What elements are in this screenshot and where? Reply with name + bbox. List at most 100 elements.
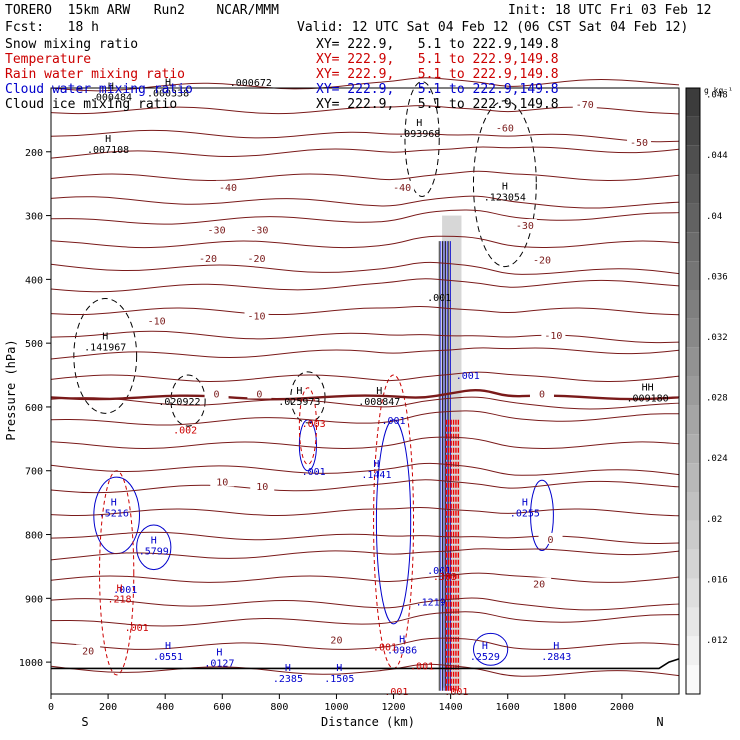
extremum-value: .5216 — [99, 508, 129, 519]
mixing-ratio-contour — [136, 524, 172, 571]
extremum-value: .000484 — [90, 92, 132, 103]
colorbar-swatch — [686, 88, 700, 117]
label-backdrop — [512, 219, 537, 231]
temperature-contour — [50, 170, 680, 182]
init-time: Init: 18 UTC Fri 03 Feb 12 — [508, 3, 712, 18]
extremum-value: .001 — [381, 416, 405, 427]
extremum-marker: H — [336, 663, 342, 674]
extremum-value: .2385 — [273, 674, 303, 685]
colorbar-tick-label: .028 — [706, 394, 728, 404]
colorbar-swatch — [686, 145, 700, 175]
colorbar-swatch — [686, 434, 700, 464]
extremum-value: .001 — [373, 642, 397, 653]
plot-frame — [50, 87, 680, 695]
extremum-marker: H — [102, 332, 108, 343]
extremum-value: .123054 — [484, 193, 526, 204]
temperature-contour — [50, 146, 680, 159]
temperature-contour — [50, 663, 680, 677]
label-backdrop — [210, 475, 235, 487]
extremum-value: .0986 — [387, 646, 417, 657]
legend-xy-rain: XY= 222.9, 5.1 to 222.9,149.8 — [316, 67, 559, 82]
x-tick-label: 2000 — [610, 702, 634, 713]
legend-xy-cloud-ice: XY= 222.9, 5.1 to 222.9,149.8 — [316, 97, 559, 112]
extremum-value: .218 — [107, 595, 131, 606]
temperature-contour — [50, 548, 680, 561]
extremum-value: .1505 — [324, 674, 354, 685]
x-tick-label: 200 — [99, 702, 117, 713]
extremum-value: .009180 — [627, 394, 669, 405]
mixing-ratio-contour — [530, 479, 554, 551]
label-backdrop — [76, 644, 101, 656]
label-backdrop — [324, 633, 349, 645]
mixing-ratio-contour — [99, 470, 135, 676]
temperature-contour — [50, 235, 680, 249]
colorbar-swatch — [686, 290, 700, 319]
colorbar-tick-label: .044 — [706, 151, 728, 161]
extremum-marker: H — [111, 497, 117, 508]
label-backdrop — [527, 577, 552, 589]
colorbar-swatch — [686, 203, 700, 233]
extremum-value: .0255 — [510, 508, 540, 519]
x-tick-label: 1600 — [496, 702, 520, 713]
x-tick-label: 0 — [48, 702, 54, 713]
temperature-label: -30 — [250, 226, 268, 237]
legend-name-cloud-ice: Cloud ice mixing ratio — [5, 97, 178, 112]
legend-name-rain: Rain water mixing ratio — [5, 67, 186, 82]
colorbar-swatch — [686, 174, 700, 204]
colorbar-swatch — [686, 578, 700, 608]
colorbar-tick-label: .016 — [706, 575, 728, 585]
colorbar-swatch — [686, 376, 700, 406]
label-backdrop — [244, 252, 269, 264]
label-backdrop — [204, 223, 229, 235]
temperature-label: -40 — [393, 183, 411, 194]
temperature-label: 10 — [216, 477, 228, 488]
mixing-ratio-contour — [404, 81, 440, 197]
label-backdrop — [538, 532, 563, 544]
temperature-label: 20 — [330, 636, 342, 647]
y-tick-label: 700 — [25, 467, 43, 478]
extremum-value: .000672 — [230, 78, 272, 89]
extremum-value: .5799 — [139, 547, 169, 558]
y-axis-label: Pressure (hPa) — [4, 339, 18, 440]
extremum-marker: H — [296, 386, 302, 397]
temperature-contour — [50, 597, 680, 611]
terrain-line — [51, 658, 680, 670]
x-tick-label: 1200 — [381, 702, 405, 713]
temperature-label: 20 — [533, 580, 545, 591]
temperature-label: -70 — [576, 100, 594, 111]
temperature-contour — [50, 436, 680, 449]
forecast-hour: Fcst: 18 h — [5, 20, 99, 35]
colorbar-unit: g kg⁻¹ — [704, 86, 733, 95]
temperature-label: -30 — [208, 226, 226, 237]
valid-time: Valid: 12 UTC Sat 04 Feb 12 (06 CST Sat … — [297, 20, 689, 35]
colorbar-swatch — [686, 347, 700, 377]
extremum-value: .001 — [444, 687, 468, 698]
colorbar-swatch — [686, 520, 700, 550]
extrema-labels: H.000484H.000338.000672H.093968H.007108H… — [84, 78, 669, 698]
extremum-value: .093968 — [398, 129, 440, 140]
y-tick-label: 400 — [25, 275, 43, 286]
extremum-value: .001 — [427, 566, 451, 577]
colorbar: .012 .016 .02 .024 .028 .032 .036 .04 .044 .048 — [685, 87, 728, 695]
mixing-ratio-contour — [472, 100, 537, 268]
mixing-ratio-contour — [298, 387, 317, 465]
extremum-marker: H — [105, 134, 111, 145]
label-backdrop — [627, 136, 652, 148]
zero-degree-contour — [50, 388, 681, 401]
extremum-value: .2843 — [541, 652, 571, 663]
extremum-marker: H — [553, 641, 559, 652]
temperature-contour — [50, 531, 680, 545]
label-backdrop — [247, 223, 272, 235]
colorbar-tick-label: .036 — [706, 272, 728, 282]
extremum-value: .0551 — [153, 652, 183, 663]
label-backdrop — [390, 180, 415, 192]
extremum-value: .141967 — [84, 343, 126, 354]
colorbar-swatch — [686, 318, 700, 348]
label-backdrop — [247, 387, 272, 399]
extremum-marker: H — [108, 81, 114, 92]
colorbar-swatch — [686, 636, 700, 666]
temperature-label: -10 — [148, 317, 166, 328]
mixing-ratio-contour — [472, 632, 509, 666]
x-axis: 0 200 400 600 800 1000 1200 1400 1600 1800 2000 — [48, 694, 634, 713]
legend-name-temperature: Temperature — [5, 52, 92, 67]
